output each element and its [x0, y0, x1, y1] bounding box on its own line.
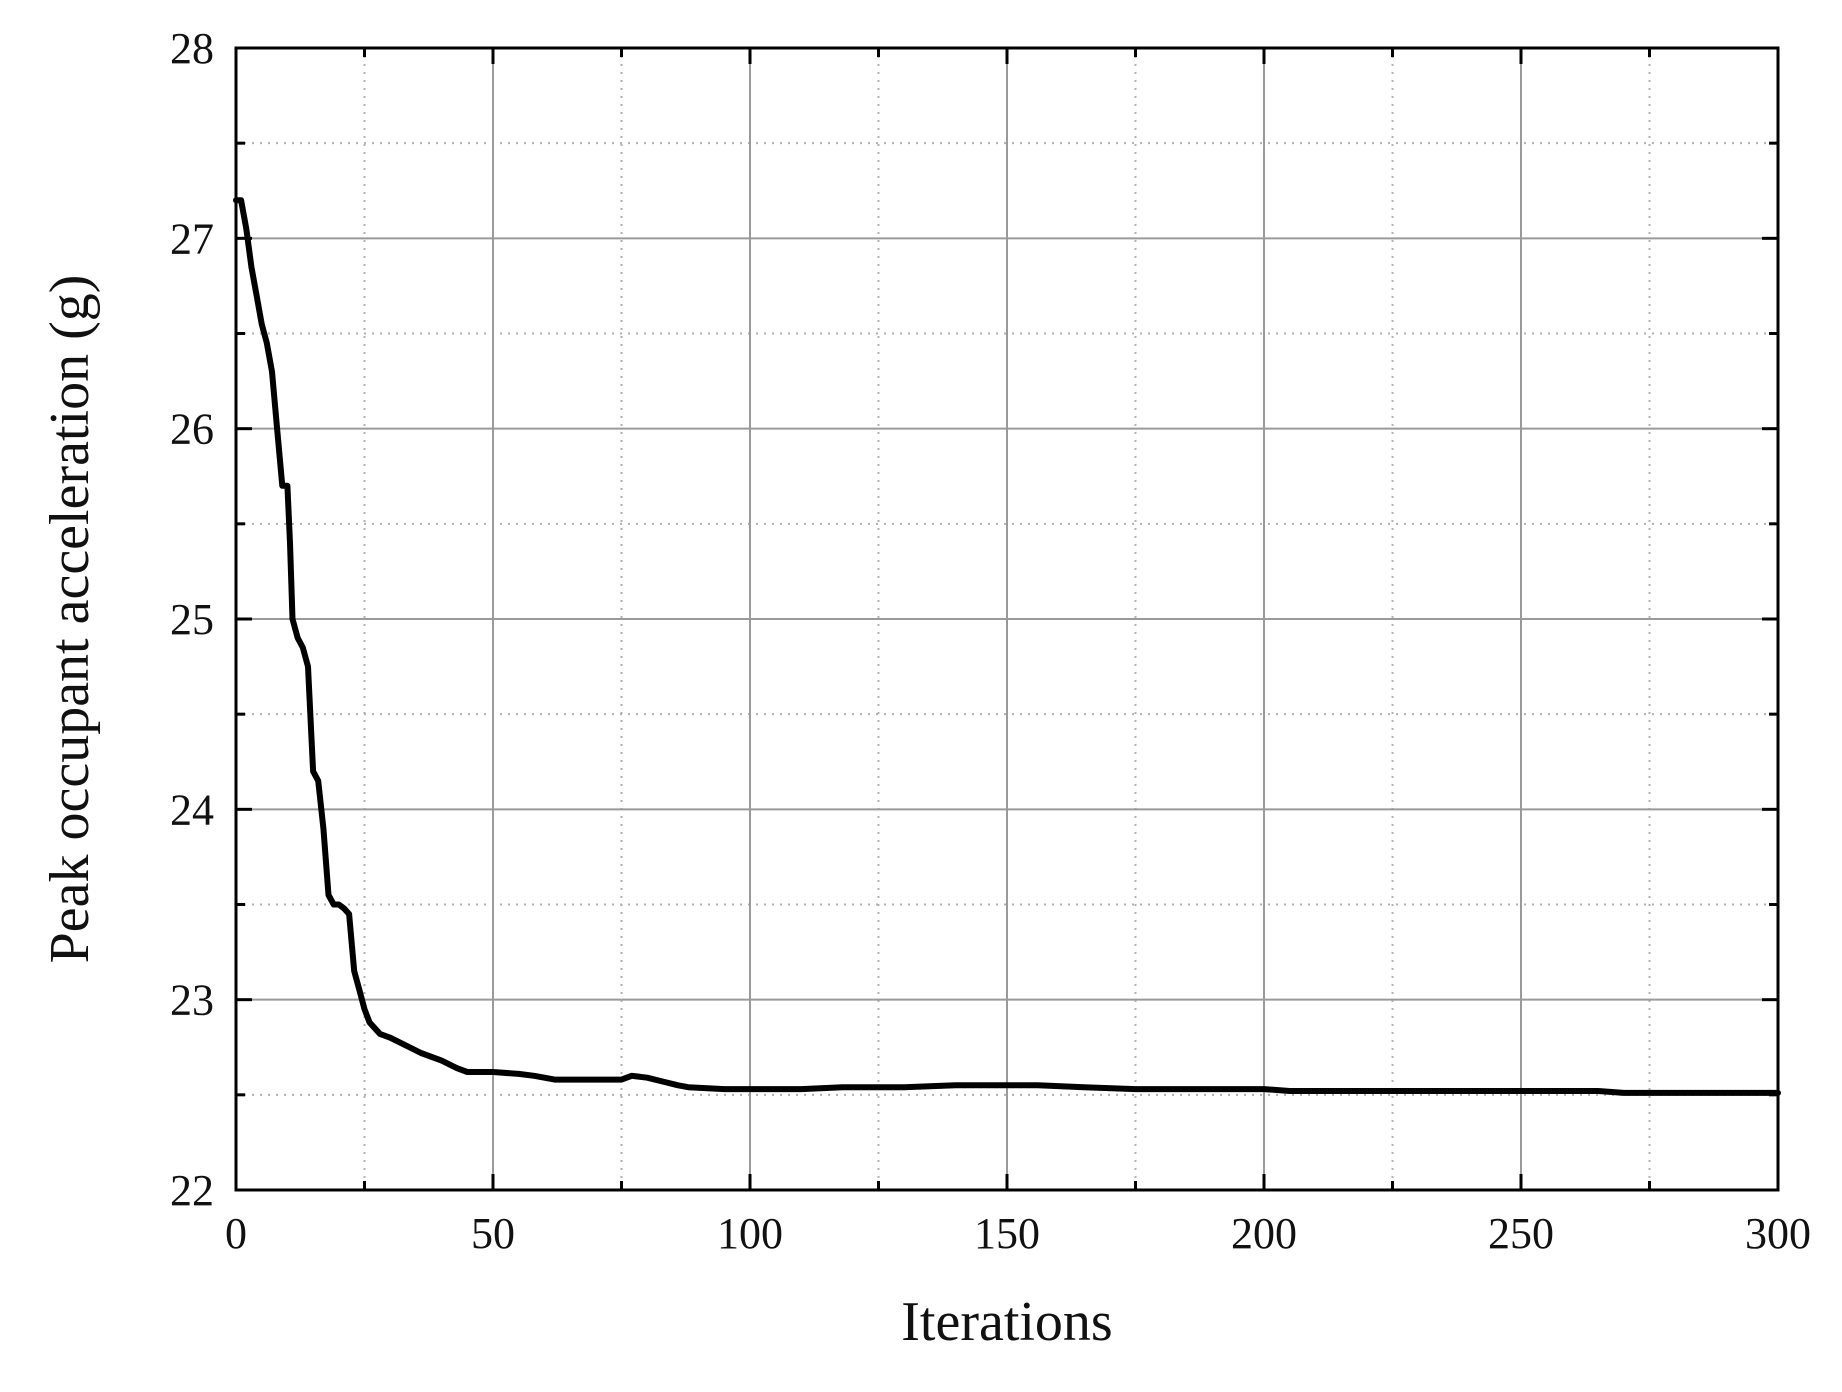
- y-tick-labels: 22 23 24 25 26 27 28: [170, 24, 214, 1215]
- x-tick-label: 150: [974, 1209, 1040, 1258]
- y-tick-label: 27: [170, 214, 214, 263]
- axis-ticks: [234, 46, 1780, 1192]
- y-tick-label: 28: [170, 24, 214, 73]
- x-tick-label: 200: [1231, 1209, 1297, 1258]
- x-tick-label: 50: [471, 1209, 515, 1258]
- y-tick-label: 23: [170, 976, 214, 1025]
- y-tick-label: 22: [170, 1166, 214, 1215]
- y-tick-label: 24: [170, 785, 214, 834]
- y-axis-title: Peak occupant acceleration (g): [39, 275, 101, 964]
- major-grid: [236, 48, 1778, 1190]
- x-tick-labels: 0 50 100 150 200 250 300: [225, 1209, 1811, 1258]
- x-axis-title: Iterations: [901, 1291, 1112, 1353]
- x-tick-label: 250: [1488, 1209, 1554, 1258]
- x-tick-label: 100: [717, 1209, 783, 1258]
- series-line: [233, 197, 1781, 1096]
- x-tick-label: 300: [1745, 1209, 1811, 1258]
- y-tick-label: 25: [170, 595, 214, 644]
- x-tick-label: 0: [225, 1209, 247, 1258]
- y-tick-label: 26: [170, 405, 214, 454]
